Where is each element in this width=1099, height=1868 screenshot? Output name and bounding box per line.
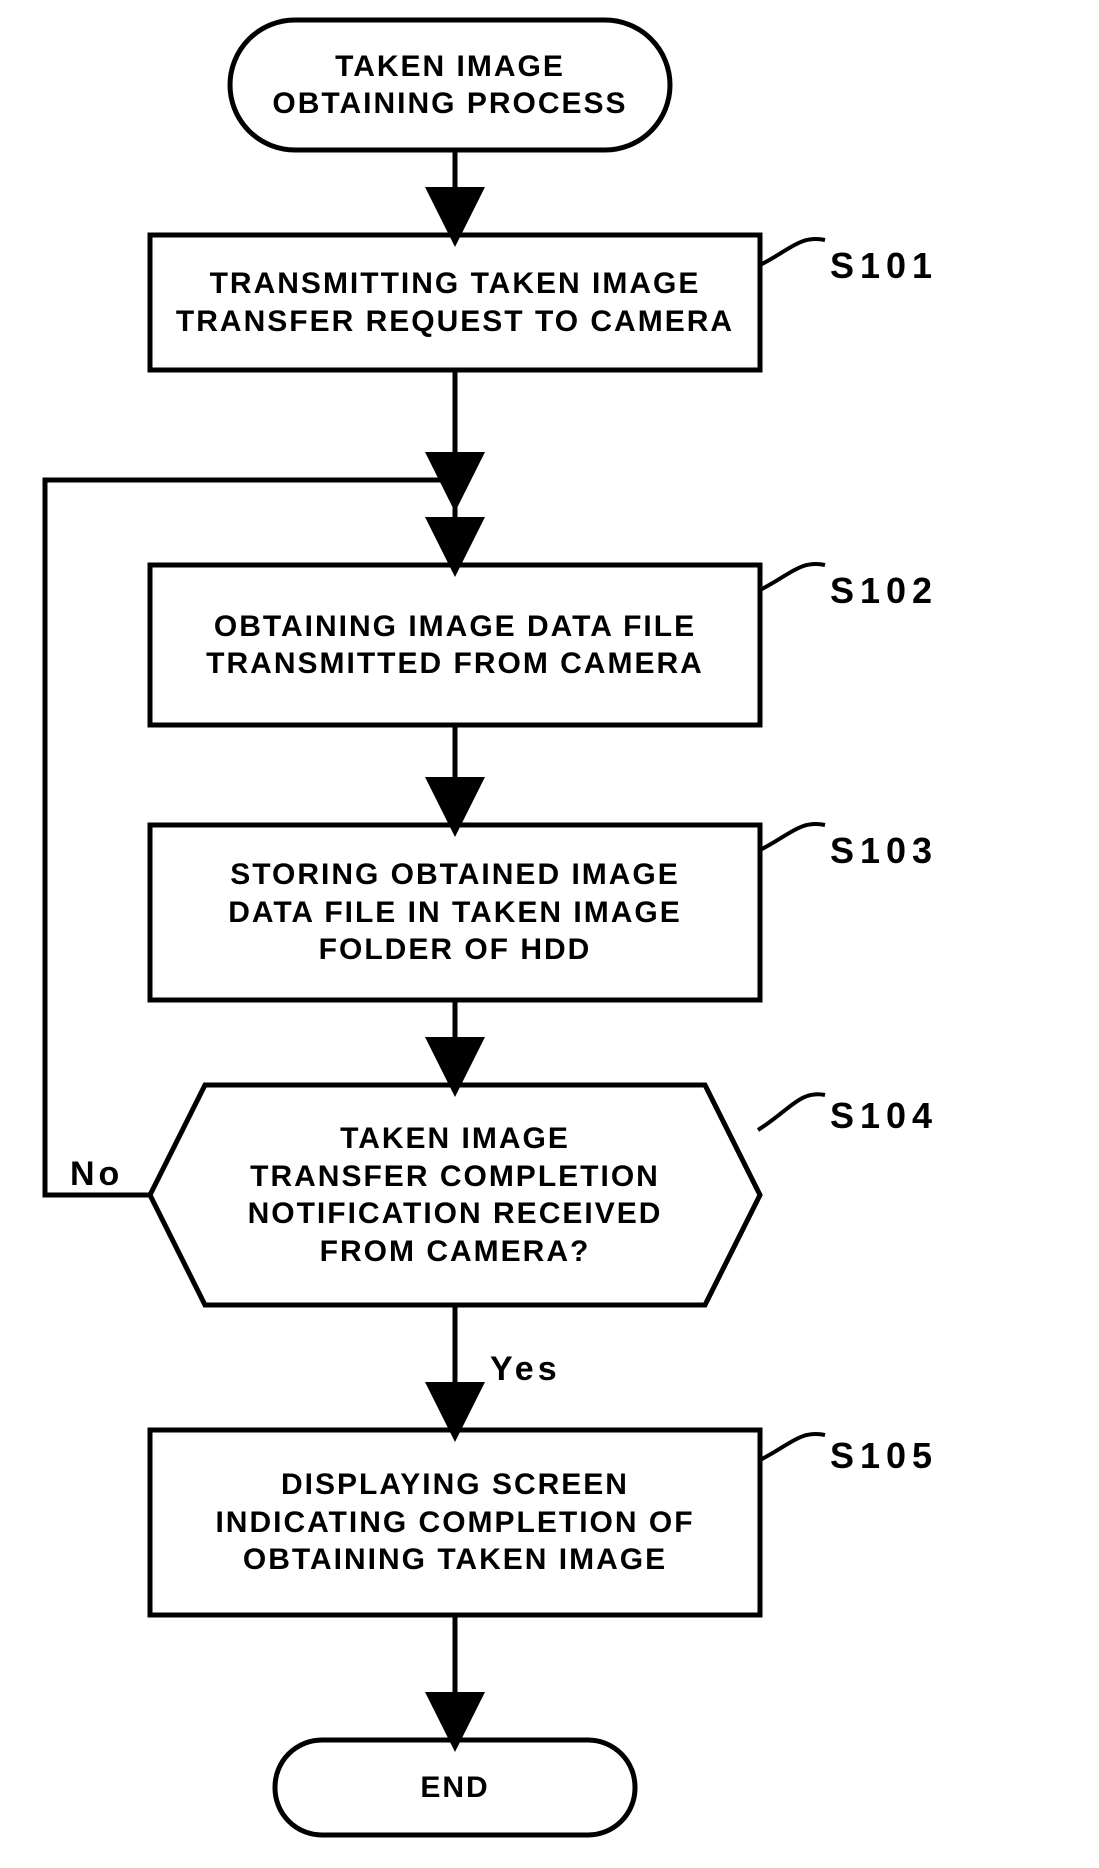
node-text-s102: OBTAINING IMAGE DATA FILE TRANSMITTED FR… [150,565,760,725]
node-text-s101: TRANSMITTING TAKEN IMAGE TRANSFER REQUES… [150,235,760,370]
label-callout-3 [758,1094,825,1130]
edge-label-s104-s102: No [70,1155,123,1194]
flowchart-canvas: TAKEN IMAGE OBTAINING PROCESS TRANSMITTIN… [0,0,1099,1868]
step-label-s101: S101 [830,245,938,287]
node-text-start: TAKEN IMAGE OBTAINING PROCESS [230,20,670,150]
label-callout-2 [760,824,825,850]
step-label-s102: S102 [830,570,938,612]
label-callout-0 [760,239,825,265]
step-label-s103: S103 [830,830,938,872]
edge-label-s104-s105: Yes [490,1350,561,1389]
node-text-s105: DISPLAYING SCREEN INDICATING COMPLETION … [150,1430,760,1615]
node-text-s103: STORING OBTAINED IMAGE DATA FILE IN TAKE… [150,825,760,1000]
step-label-s105: S105 [830,1435,938,1477]
step-label-s104: S104 [830,1095,938,1137]
node-text-end: END [275,1740,635,1835]
label-callout-4 [760,1434,825,1460]
label-callout-1 [760,564,825,590]
node-text-s104: TAKEN IMAGE TRANSFER COMPLETION NOTIFICA… [150,1085,760,1305]
